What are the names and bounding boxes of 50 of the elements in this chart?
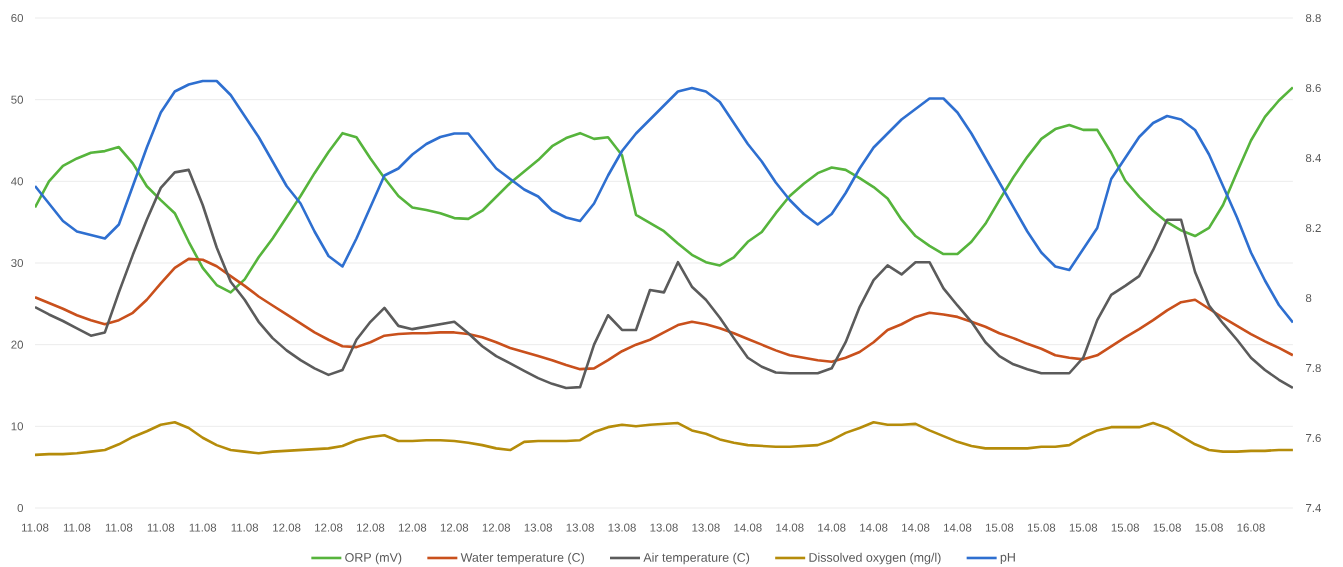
x-tick-label: 12.08 — [398, 523, 427, 532]
x-tick-label: 14.08 — [944, 523, 972, 532]
x-tick-label: 15.08 — [1153, 523, 1181, 532]
x-tick-label: 11.08 — [189, 523, 217, 532]
legend-label: ORP (mV) — [345, 552, 402, 565]
x-tick-label: 11.08 — [147, 523, 175, 532]
x-tick-label: 14.08 — [902, 523, 930, 532]
y2-tick-label: 8.8 — [1305, 13, 1321, 23]
x-tick-label: 11.08 — [63, 523, 91, 532]
x-tick-label: 16.08 — [1237, 523, 1265, 532]
y2-tick-label: 7.4 — [1306, 504, 1322, 512]
x-tick-label: 12.08 — [356, 523, 385, 532]
x-tick-label: 11.08 — [105, 523, 133, 532]
legend-label: Water temperature (C) — [460, 552, 584, 565]
x-tick-label: 15.08 — [1027, 523, 1056, 532]
x-tick-label: 15.08 — [1111, 523, 1140, 532]
legend-label: pH — [1000, 552, 1015, 565]
x-tick-label: 14.08 — [818, 523, 846, 532]
x-tick-label: 15.08 — [1195, 523, 1223, 532]
legend-label: Dissolved oxygen (mg/l) — [809, 552, 941, 565]
x-tick-label: 13.08 — [608, 523, 636, 532]
y2-tick-label: 8.2 — [1305, 223, 1321, 233]
x-tick-label: 15.08 — [1069, 523, 1098, 532]
y-tick-label: 60 — [11, 13, 24, 23]
y2-tick-label: 8.6 — [1305, 83, 1321, 93]
legend-label: Air temperature (C) — [643, 552, 750, 565]
x-tick-label: 13.08 — [692, 523, 720, 532]
x-tick-label: 13.08 — [650, 523, 678, 532]
y-tick-label: 40 — [11, 177, 24, 186]
x-tick-label: 12.08 — [440, 523, 469, 532]
x-tick-label: 14.08 — [734, 523, 762, 532]
y2-tick-label: 8 — [1305, 293, 1312, 303]
y2-tick-label: 7.6 — [1306, 433, 1321, 443]
x-tick-label: 11.08 — [21, 523, 49, 532]
x-tick-label: 12.08 — [273, 523, 301, 532]
x-tick-label: 15.08 — [985, 523, 1014, 532]
y-tick-label: 0 — [17, 503, 24, 513]
y-tick-label: 20 — [11, 340, 24, 349]
x-tick-label: 12.08 — [315, 523, 343, 532]
x-tick-label: 12.08 — [482, 523, 511, 532]
x-tick-label: 13.08 — [524, 523, 552, 532]
y2-tick-label: 7.8 — [1306, 363, 1321, 373]
x-tick-label: 14.08 — [776, 523, 804, 532]
x-tick-label: 14.08 — [860, 523, 888, 532]
y-tick-label: 50 — [11, 95, 24, 104]
x-tick-label: 11.08 — [231, 523, 259, 532]
x-tick-label: 13.08 — [566, 523, 594, 532]
y-tick-label: 30 — [11, 258, 24, 268]
y2-tick-label: 8.4 — [1305, 153, 1322, 163]
y-tick-label: 10 — [11, 422, 24, 431]
